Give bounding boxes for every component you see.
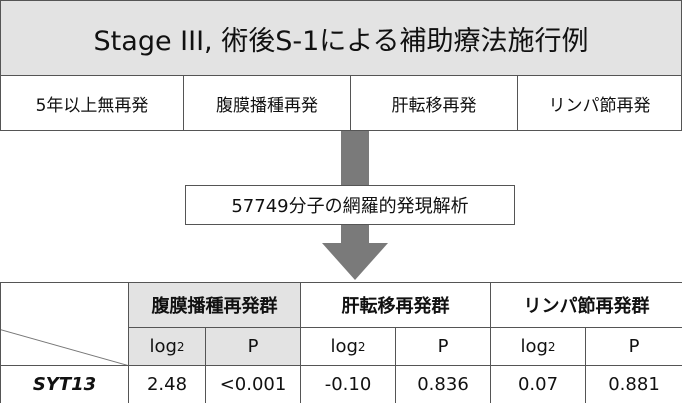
log-label: log [520, 336, 548, 357]
process-box: 57749分子の網羅的発現解析 [185, 185, 515, 225]
group-header: 腹膜播種再発群 [128, 282, 301, 328]
sub-header: log 2 [128, 327, 206, 366]
group-header: 肝転移再発群 [300, 282, 491, 328]
log-base: 2 [547, 339, 556, 354]
value-cell: 0.836 [395, 365, 491, 403]
gene-name: SYT13 [0, 365, 129, 403]
sub-header: log 2 [300, 327, 396, 366]
sub-header: P [205, 327, 301, 366]
log-base: 2 [357, 339, 366, 354]
group-header: リンパ節再発群 [490, 282, 682, 328]
log-base: 2 [176, 339, 185, 354]
title: Stage III, 術後S-1による補助療法施行例 [0, 0, 682, 76]
corner-cell [0, 282, 129, 366]
value-cell: <0.001 [205, 365, 301, 403]
sub-header: log 2 [490, 327, 586, 366]
sub-header: P [585, 327, 682, 366]
log-label: log [149, 336, 177, 357]
value-cell: 0.07 [490, 365, 586, 403]
sub-header: P [395, 327, 491, 366]
value-cell: 0.881 [585, 365, 682, 403]
log-label: log [330, 336, 358, 357]
value-cell: 2.48 [128, 365, 206, 403]
value-cell: -0.10 [300, 365, 396, 403]
